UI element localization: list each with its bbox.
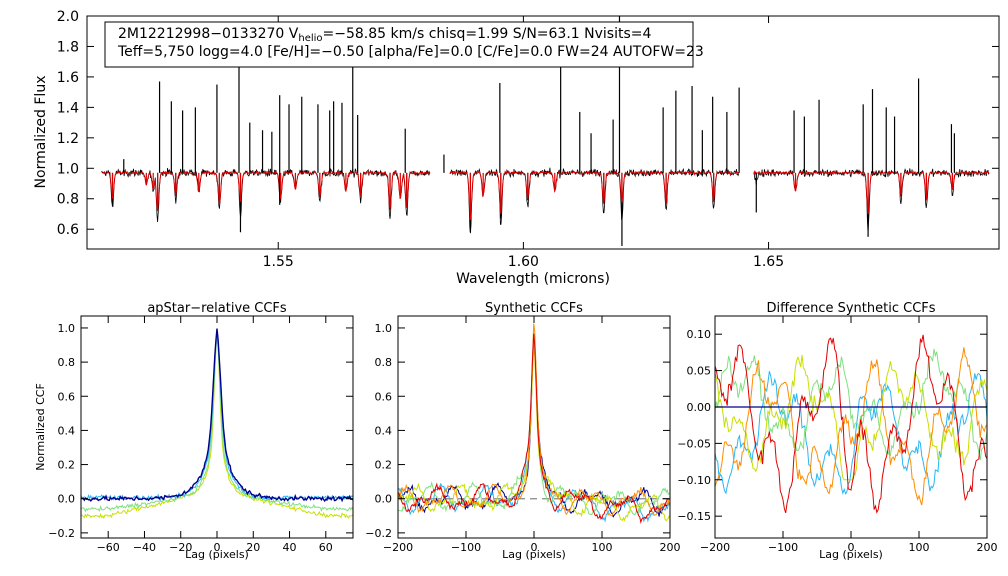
x-tick-label: 60 [319, 541, 333, 554]
x-tick-label: 1.55 [263, 254, 294, 270]
y-tick-label: 2.0 [57, 9, 79, 25]
x-tick-label: 0 [531, 541, 538, 554]
x-tick-label: −100 [768, 541, 798, 554]
x-tick-label: 1.65 [753, 254, 784, 270]
info-box [104, 21, 694, 68]
spectrum-frame [86, 15, 1000, 250]
y-tick-label: 0.4 [58, 424, 76, 437]
difference-ccf-series-line [714, 354, 988, 481]
synthetic-ccf-ticks: −200 −100 0 100 200 −0.2 0.0 0.2 0.4 0.6 0.8 1.0 [365, 316, 681, 554]
x-tick-label: 200 [660, 541, 681, 554]
difference-ccf-plot-area [714, 334, 988, 514]
difference-ccf-title: Difference Synthetic CCFs [766, 301, 935, 316]
y-tick-label: 0.10 [687, 328, 712, 341]
spectrum-y-label: Normalized Flux [33, 76, 49, 189]
y-tick-label: 1.0 [57, 161, 79, 177]
difference-ccf-x-label: Lag (pixels) [819, 548, 883, 561]
y-tick-label: 0.05 [687, 365, 712, 378]
info-line-1: 2M12212998−0133270 Vhelio=−58.85 km/s ch… [118, 26, 651, 44]
spectrum-x-label: Wavelength (microns) [456, 271, 610, 287]
x-tick-label: 1.60 [508, 254, 539, 270]
y-tick-label: 1.4 [57, 100, 79, 116]
x-tick-label: 100 [909, 541, 930, 554]
info-line-2: Teff=5,750 logg=4.0 [Fe/H]=−0.50 [alpha/… [117, 44, 704, 60]
model-spectrum-line [753, 169, 990, 215]
synthetic-ccf-x-label: Lag (pixels) [502, 548, 566, 561]
x-tick-label: −200 [383, 541, 413, 554]
y-tick-label: 0.0 [375, 493, 393, 506]
y-tick-label: 0.8 [58, 356, 76, 369]
y-tick-label: −0.15 [677, 510, 711, 523]
y-tick-label: 1.8 [57, 39, 79, 55]
observed-spectrum-line [753, 168, 990, 234]
difference-ccf-frame [714, 315, 988, 539]
difference-ccf-ticks: −200 −100 0 100 200 −0.15 −0.10 −0.05 0.00 0.05 0.… [677, 316, 998, 554]
y-tick-label: 0.0 [58, 493, 76, 506]
x-tick-label: −60 [97, 541, 120, 554]
y-tick-label: 0.4 [375, 424, 393, 437]
difference-ccf-panel: Difference Synthetic CCFs −200 −100 0 100 20… [677, 301, 997, 561]
x-tick-label: 200 [977, 541, 998, 554]
ccf-series-line [80, 332, 354, 520]
apstar-ccf-panel: apStar−relative CCFs −60 −40 −20 0 20 40 60 −0.… [34, 301, 354, 561]
ccf-series-line [80, 328, 354, 503]
x-tick-label: 20 [246, 541, 260, 554]
y-tick-label: −0.2 [365, 527, 392, 540]
model-spectrum-line [449, 169, 740, 220]
x-tick-label: 0 [848, 541, 855, 554]
difference-ccf-series-line [714, 347, 988, 506]
y-tick-label: 0.00 [687, 401, 712, 414]
synthetic-ccf-series-line [397, 337, 670, 518]
y-tick-label: 1.2 [57, 131, 79, 147]
spectrum-ticks: 1.55 1.60 1.65 0.6 0.8 1.0 1.2 1.4 1.6 1.8 2.0 [57, 9, 999, 270]
y-tick-label: −0.10 [677, 474, 711, 487]
ccf-series-line [80, 333, 354, 502]
apstar-ccf-ticks: −60 −40 −20 0 20 40 60 −0.2 0.0 0.2 0.4 0.6 0.8 1.0 [48, 316, 353, 554]
x-tick-label: −40 [133, 541, 156, 554]
y-tick-label: 0.6 [375, 390, 393, 403]
spectrum-plot-area [101, 16, 990, 246]
apstar-ccf-title: apStar−relative CCFs [147, 301, 287, 316]
y-tick-label: 0.2 [375, 459, 393, 472]
y-tick-label: −0.05 [677, 437, 711, 450]
x-tick-label: 40 [283, 541, 297, 554]
apstar-ccf-x-label: Lag (pixels) [185, 548, 249, 561]
apstar-ccf-y-label: Normalized CCF [34, 383, 47, 471]
synthetic-ccf-series-line [397, 333, 670, 523]
observed-spectrum-line [449, 167, 740, 234]
y-tick-label: 0.6 [57, 222, 79, 238]
y-tick-label: 1.0 [58, 322, 76, 335]
model-spectrum-line [101, 170, 431, 211]
synthetic-ccf-series-line [397, 333, 670, 525]
y-tick-label: 0.8 [57, 192, 79, 208]
y-tick-label: 1.6 [57, 70, 79, 86]
synthetic-ccf-plot-area [397, 323, 670, 525]
x-tick-label: −20 [169, 541, 192, 554]
ccf-series-line [80, 330, 354, 513]
y-tick-label: −0.2 [48, 527, 75, 540]
y-tick-label: 0.8 [375, 356, 393, 369]
y-tick-label: 0.2 [58, 459, 76, 472]
synthetic-ccf-title: Synthetic CCFs [485, 301, 583, 316]
x-tick-label: 0 [214, 541, 221, 554]
synthetic-ccf-panel: Synthetic CCFs −200 −100 0 100 200 −0.2 0.0 0.2… [365, 301, 680, 561]
x-tick-label: 100 [592, 541, 613, 554]
y-tick-label: 1.0 [375, 322, 393, 335]
apstar-ccf-frame [80, 315, 354, 539]
x-tick-label: −200 [700, 541, 730, 554]
spectrum-panel: 1.55 1.60 1.65 0.6 0.8 1.0 1.2 1.4 1.6 1.8 2.0 2M1… [33, 9, 1000, 287]
difference-ccf-series-line [714, 348, 988, 461]
difference-ccf-series-line [714, 334, 988, 514]
apstar-ccf-plot-area [80, 328, 354, 520]
synthetic-ccf-series-line [397, 349, 670, 522]
x-tick-label: −100 [451, 541, 481, 554]
y-tick-label: 0.6 [58, 390, 76, 403]
